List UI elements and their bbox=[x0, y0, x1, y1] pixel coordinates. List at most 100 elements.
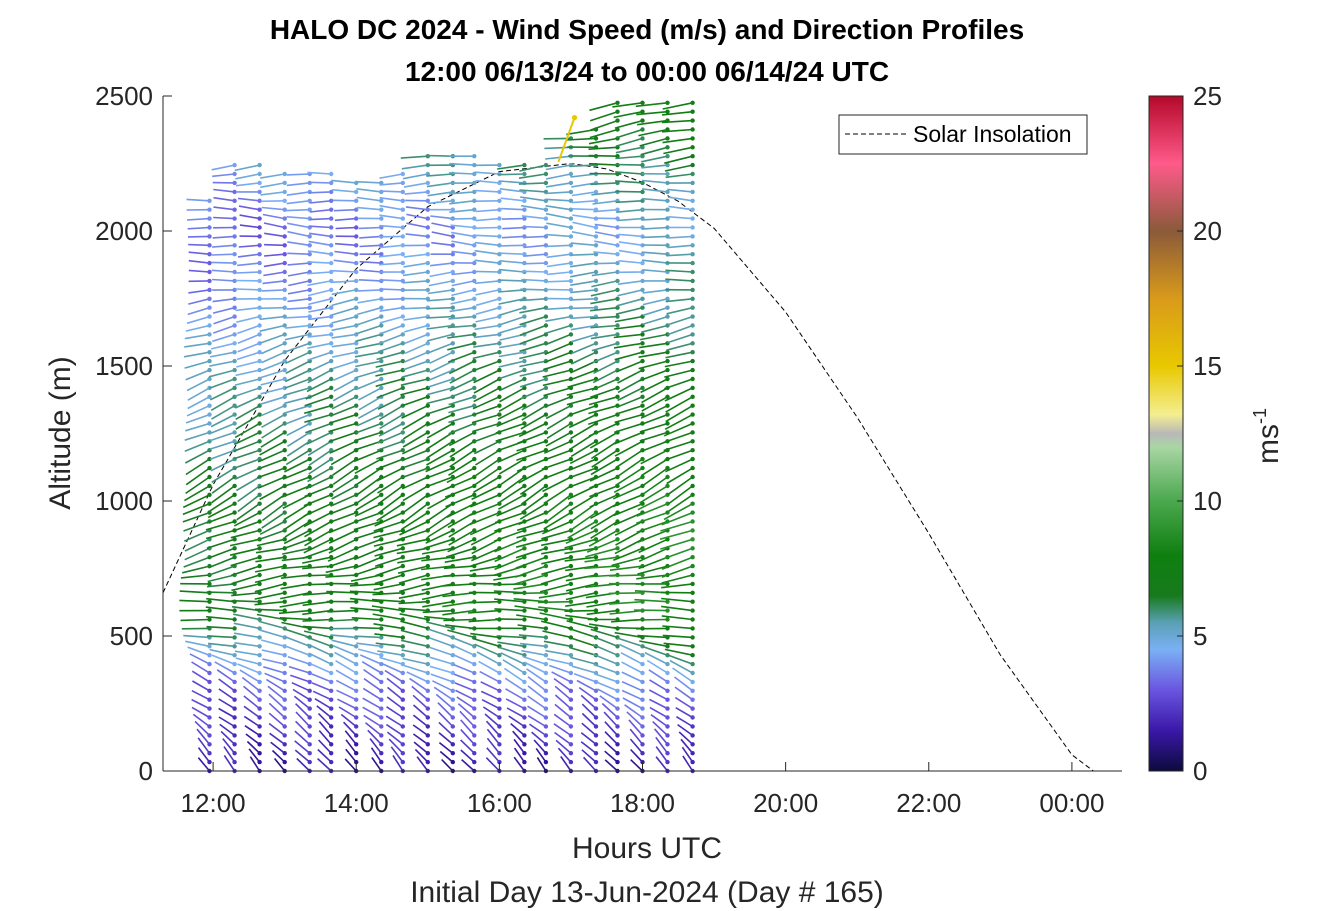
wind-barb-head bbox=[354, 510, 359, 515]
wind-barb-head bbox=[400, 358, 405, 364]
wind-barb-head bbox=[640, 189, 645, 195]
wind-barb bbox=[182, 494, 210, 509]
wind-barb-head bbox=[472, 546, 477, 551]
wind-barb-head bbox=[593, 706, 599, 711]
wind-barb-head bbox=[690, 145, 695, 150]
wind-barb bbox=[286, 208, 310, 212]
wind-barb bbox=[541, 467, 572, 481]
wind-barb bbox=[641, 645, 668, 656]
wind-barb bbox=[515, 547, 547, 559]
wind-barb-head bbox=[282, 653, 287, 658]
wind-barb bbox=[287, 289, 310, 295]
wind-barb bbox=[473, 476, 500, 493]
wind-barb bbox=[379, 214, 403, 220]
wind-barb bbox=[546, 244, 571, 248]
wind-barb bbox=[334, 217, 357, 222]
wind-barb-head bbox=[665, 162, 670, 168]
wind-barb bbox=[522, 655, 547, 665]
wind-barb-head bbox=[665, 644, 670, 649]
wind-barb bbox=[664, 164, 693, 172]
wind-barb bbox=[541, 529, 572, 540]
wind-barb-head bbox=[497, 465, 502, 471]
wind-barb-head bbox=[379, 759, 384, 765]
wind-barb bbox=[667, 244, 693, 249]
wind-barb bbox=[302, 556, 332, 564]
wind-barb bbox=[662, 110, 693, 116]
wind-barb bbox=[331, 306, 357, 316]
wind-barb bbox=[293, 695, 311, 710]
wind-barb-head bbox=[207, 278, 212, 284]
wind-barb bbox=[218, 678, 236, 692]
wind-barb bbox=[613, 431, 643, 445]
wind-barb-head bbox=[450, 724, 455, 729]
wind-barb bbox=[448, 413, 475, 424]
wind-barb bbox=[565, 600, 597, 607]
wind-barb bbox=[452, 653, 475, 665]
wind-barb bbox=[566, 387, 597, 396]
wind-barb-head bbox=[690, 608, 695, 613]
wind-barb-head bbox=[425, 394, 430, 399]
wind-barb bbox=[237, 262, 260, 267]
wind-barb-head bbox=[425, 563, 430, 569]
wind-barb bbox=[640, 449, 668, 465]
wind-barb-head bbox=[640, 394, 645, 399]
wind-barb bbox=[211, 164, 235, 171]
wind-barb-head bbox=[472, 751, 477, 756]
wind-barb-head bbox=[257, 260, 262, 266]
wind-barb-head bbox=[690, 216, 695, 221]
wind-barb bbox=[284, 404, 310, 414]
wind-barb bbox=[379, 190, 403, 193]
wind-barb bbox=[667, 235, 693, 239]
wind-barb-head bbox=[425, 644, 430, 649]
wind-barb bbox=[557, 747, 572, 763]
wind-barb bbox=[356, 485, 382, 504]
wind-barb bbox=[612, 547, 643, 562]
wind-barb bbox=[588, 146, 618, 150]
wind-barb-head bbox=[615, 287, 620, 293]
wind-barb bbox=[615, 306, 643, 315]
wind-barb bbox=[206, 583, 235, 588]
wind-barb bbox=[588, 404, 618, 415]
wind-barb bbox=[566, 620, 597, 630]
wind-barb-head bbox=[450, 448, 455, 453]
wind-barb bbox=[641, 217, 668, 221]
wind-barb bbox=[428, 369, 454, 381]
wind-barb bbox=[661, 565, 693, 578]
wind-barb-head bbox=[282, 706, 287, 711]
wind-barb-head bbox=[232, 314, 237, 319]
wind-barb-head bbox=[257, 448, 262, 453]
wind-barb bbox=[474, 270, 500, 273]
wind-barb bbox=[209, 431, 235, 442]
wind-barb bbox=[521, 396, 547, 411]
wind-barb bbox=[379, 204, 403, 211]
wind-barb bbox=[506, 707, 525, 719]
wind-barb bbox=[361, 661, 382, 674]
wind-barb bbox=[379, 224, 403, 229]
wind-barb bbox=[578, 686, 597, 701]
wind-barb bbox=[519, 476, 547, 495]
wind-barb bbox=[295, 711, 311, 728]
wind-barb-head bbox=[543, 590, 549, 595]
wind-barb-head bbox=[207, 715, 212, 720]
wind-barb bbox=[236, 503, 261, 521]
wind-barb bbox=[638, 128, 668, 137]
wind-barb bbox=[655, 736, 669, 754]
wind-barb-head bbox=[257, 189, 262, 195]
wind-barb bbox=[264, 232, 285, 238]
wind-barb bbox=[349, 597, 382, 603]
wind-barb bbox=[262, 213, 285, 220]
wind-barb bbox=[666, 653, 693, 665]
wind-barb bbox=[187, 235, 210, 238]
wind-barb-head bbox=[354, 733, 359, 738]
wind-barb bbox=[376, 503, 404, 522]
wind-barb-head bbox=[232, 733, 237, 738]
wind-barb-head bbox=[400, 635, 405, 640]
wind-barb bbox=[328, 431, 357, 443]
wind-barb bbox=[591, 191, 618, 196]
wind-barb bbox=[359, 269, 382, 273]
wind-barb-head bbox=[543, 439, 549, 444]
wind-barb bbox=[642, 188, 668, 193]
wind-barb-head bbox=[282, 260, 287, 266]
wind-barb-head bbox=[665, 171, 670, 177]
wind-barb bbox=[396, 547, 428, 555]
